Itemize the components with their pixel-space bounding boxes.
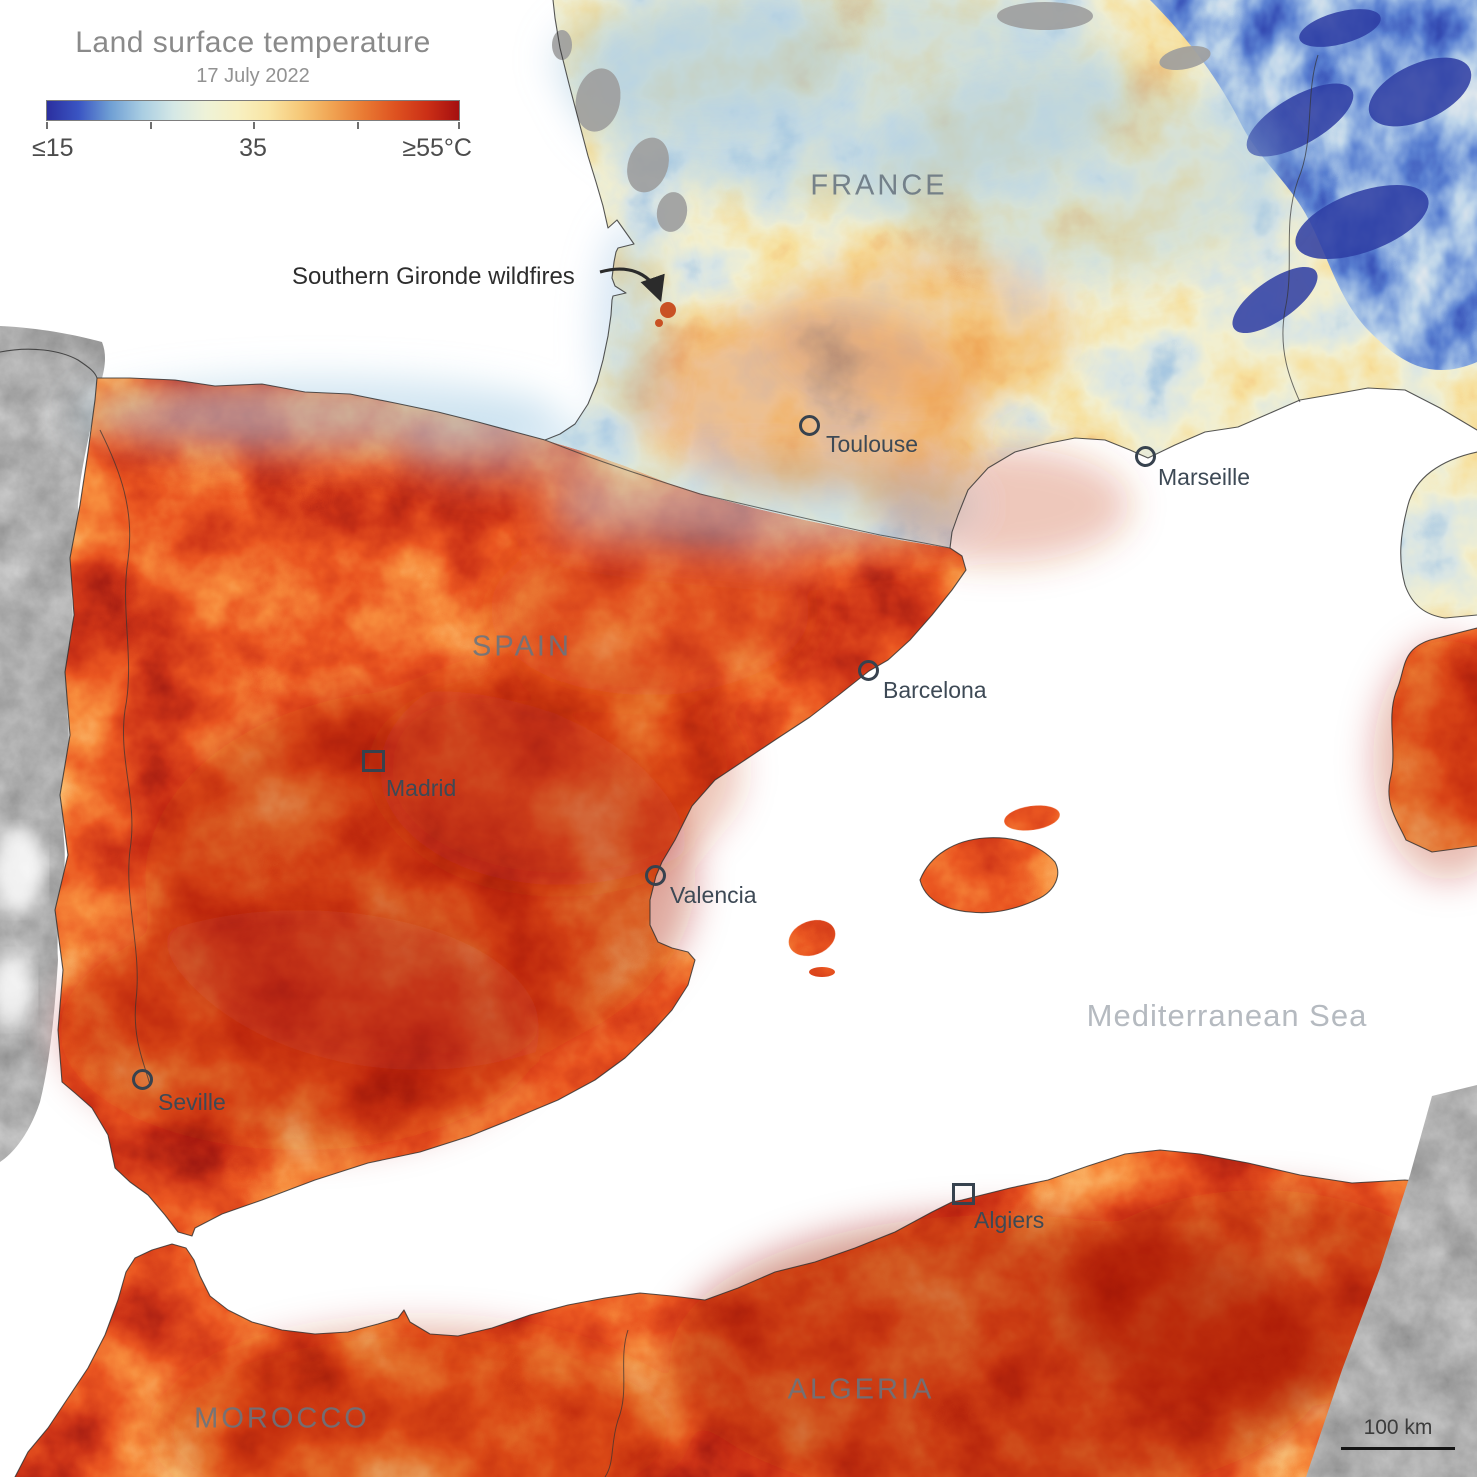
country-label-morocco: MOROCCO — [194, 1402, 370, 1435]
country-borders — [99, 54, 1319, 1477]
country-label-spain: SPAIN — [472, 630, 572, 663]
city-label-algiers: Algiers — [974, 1207, 1045, 1233]
scale-mid-label: 35 — [239, 134, 267, 162]
colorbar-tick — [46, 122, 48, 129]
nodata-hillshade-west — [0, 326, 106, 1162]
sea-label-mediterranean: Mediterranean Sea — [1086, 998, 1368, 1033]
city-marker-madrid — [362, 750, 385, 772]
city-marker-algiers — [952, 1183, 975, 1205]
nodata-hillshade-southeast — [1306, 1085, 1477, 1477]
menorca-island — [1004, 805, 1060, 831]
scalebar-label: 100 km — [1363, 1416, 1433, 1439]
country-label-france: FRANCE — [810, 169, 948, 202]
country-label-algeria: ALGERIA — [787, 1373, 935, 1406]
city-marker-toulouse — [799, 415, 820, 436]
city-label-seville: Seville — [158, 1089, 226, 1115]
formentera-island — [809, 967, 835, 977]
scale-max-label: ≥55°C — [402, 134, 472, 162]
city-label-marseille: Marseille — [1158, 464, 1251, 490]
cloud-patches — [552, 2, 1211, 232]
legend-colorbar — [46, 100, 460, 121]
mallorca-island — [920, 837, 1058, 913]
wildfire-spot — [655, 302, 676, 327]
legend-title: Land surface temperature — [75, 26, 431, 59]
colorbar-tick — [458, 122, 460, 129]
annotation-arrow — [599, 267, 665, 303]
city-marker-barcelona — [858, 660, 879, 681]
city-label-barcelona: Barcelona — [883, 677, 987, 703]
wildfire-annotation-label: Southern Gironde wildfires — [292, 263, 575, 290]
city-marker-valencia — [645, 865, 666, 886]
legend-colorbar-wrap — [46, 100, 460, 134]
city-marker-marseille — [1135, 446, 1156, 467]
legend-date: 17 July 2022 — [196, 65, 310, 87]
colorbar-tick — [356, 122, 359, 129]
ibiza-island — [788, 920, 836, 956]
corsica-island — [1400, 452, 1477, 618]
city-label-valencia: Valencia — [670, 882, 757, 908]
colorbar-tick — [253, 122, 255, 129]
colorbar-tick — [149, 122, 152, 129]
legend-scale-labels: ≤15 35 ≥55°C — [32, 134, 472, 162]
city-label-madrid: Madrid — [386, 775, 457, 801]
legend: Land surface temperature 17 July 2022 ≤1… — [32, 26, 472, 162]
city-label-toulouse: Toulouse — [826, 431, 919, 457]
scale-min-label: ≤15 — [32, 134, 74, 162]
temperature-tint-overlays — [60, 0, 1477, 1477]
scalebar-line — [1341, 1447, 1455, 1450]
city-marker-seville — [132, 1069, 153, 1090]
